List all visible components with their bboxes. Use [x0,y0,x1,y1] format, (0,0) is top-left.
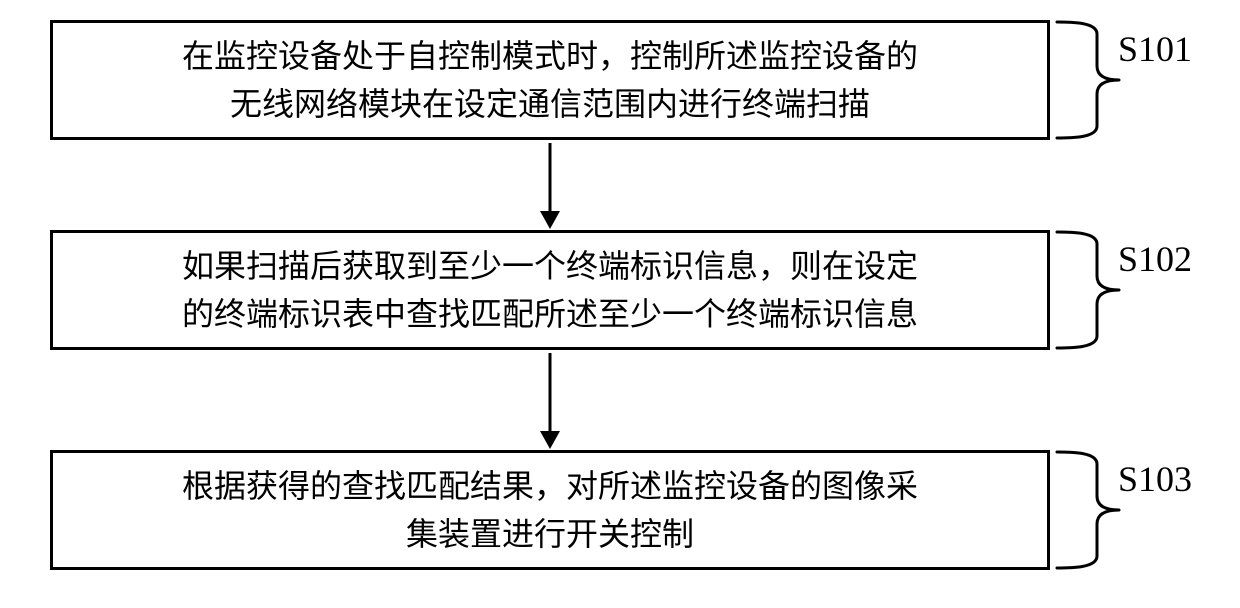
step-label-text: S103 [1118,459,1192,499]
step-label-text: S102 [1118,239,1192,279]
flowchart-canvas: 在监控设备处于自控制模式时，控制所述监控设备的 无线网络模块在设定通信范围内进行… [0,0,1240,608]
step-label-text: S101 [1118,29,1192,69]
arrow-icon [535,143,565,231]
step-label-s103: S103 [1118,458,1192,500]
step-label-s102: S102 [1118,238,1192,280]
flow-node-s101: 在监控设备处于自控制模式时，控制所述监控设备的 无线网络模块在设定通信范围内进行… [50,20,1050,140]
brace-icon [1055,450,1125,570]
flow-node-s103: 根据获得的查找匹配结果，对所述监控设备的图像采 集装置进行开关控制 [50,450,1050,570]
flow-node-text: 如果扫描后获取到至少一个终端标识信息，则在设定 的终端标识表中查找匹配所述至少一… [182,242,918,338]
flow-node-text: 在监控设备处于自控制模式时，控制所述监控设备的 无线网络模块在设定通信范围内进行… [182,32,918,128]
flow-node-s102: 如果扫描后获取到至少一个终端标识信息，则在设定 的终端标识表中查找匹配所述至少一… [50,230,1050,350]
step-label-s101: S101 [1118,28,1192,70]
brace-icon [1055,20,1125,140]
brace-icon [1055,230,1125,350]
arrow-icon [535,353,565,451]
flow-node-text: 根据获得的查找匹配结果，对所述监控设备的图像采 集装置进行开关控制 [182,462,918,558]
